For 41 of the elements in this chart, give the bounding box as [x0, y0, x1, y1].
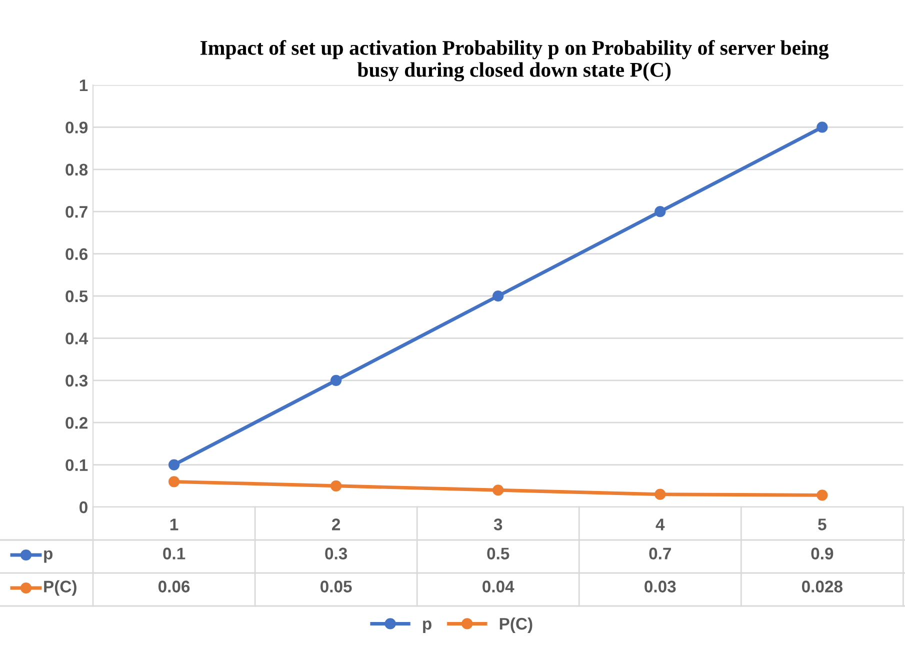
point: [330, 374, 342, 386]
point: [816, 122, 828, 133]
data-label: 0.1: [163, 548, 186, 560]
data-label: 0.7: [649, 548, 671, 560]
text: p: [423, 620, 432, 633]
y-tick-label: 0.2: [66, 417, 88, 429]
y-tick-label: 0.1: [66, 459, 88, 472]
point: [654, 488, 666, 500]
data-label: 0.04: [482, 580, 514, 592]
y-tick-label: 0: [80, 501, 88, 514]
data-label: 0.06: [158, 580, 190, 592]
y-tick-label: 1: [80, 80, 88, 92]
point: [330, 480, 342, 492]
point: [492, 484, 504, 496]
y-tick-label: 0.7: [66, 206, 88, 218]
point: [168, 459, 180, 470]
y-tick-label: 0.6: [66, 248, 88, 260]
x-tick-label: 4: [656, 518, 665, 530]
data-label: 0.5: [487, 548, 510, 560]
x-tick-label: 5: [818, 518, 826, 530]
point: [492, 290, 504, 302]
y-tick-label: 0.9: [66, 122, 88, 134]
y-tick-label: 0.4: [66, 332, 88, 344]
y-tick-label: 0.5: [66, 290, 88, 302]
point: [168, 476, 180, 488]
x-tick-label: 3: [494, 518, 502, 530]
x-tick-label: 2: [332, 518, 340, 530]
legend-label: p: [44, 550, 52, 563]
data-label: 0.3: [325, 548, 348, 560]
data-label: 0.028: [802, 580, 843, 592]
y-tick-label: 0.3: [66, 374, 88, 387]
x-tick-label: 1: [170, 518, 178, 530]
data-label: 0.05: [320, 580, 352, 592]
data-label: 0.9: [811, 548, 834, 560]
legend-label: P(C): [500, 617, 532, 633]
point: [654, 206, 666, 218]
data-label: 0.03: [644, 580, 676, 592]
chart-title: Impact of set up activation Probability p on Probability of server being busy during closed down state P(C): [200, 40, 829, 82]
point: [816, 490, 828, 501]
y-tick-label: 0.8: [66, 164, 88, 176]
text: P(C): [44, 580, 76, 596]
